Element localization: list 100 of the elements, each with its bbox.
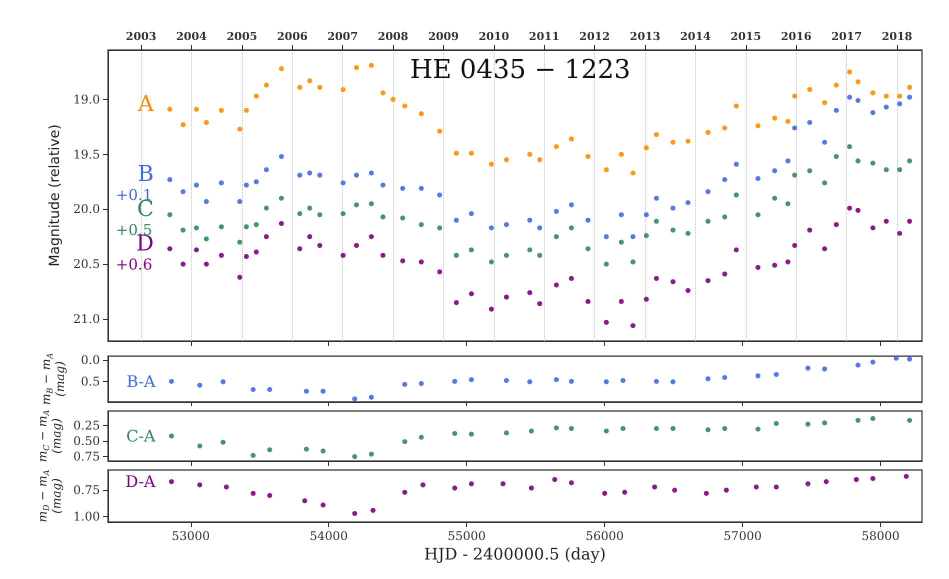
point	[254, 250, 259, 255]
point	[822, 180, 828, 186]
point	[807, 87, 812, 92]
x2-tick-label: 2011	[528, 30, 560, 43]
point	[620, 426, 626, 431]
point	[307, 234, 312, 240]
point	[897, 230, 902, 236]
point	[834, 154, 839, 160]
x2-tick-label: 2008	[378, 30, 409, 43]
point	[792, 242, 798, 248]
point	[250, 452, 256, 458]
x-tick-label: 58000	[862, 529, 900, 543]
point	[307, 78, 312, 84]
point	[504, 157, 509, 162]
point	[468, 247, 474, 252]
point	[194, 225, 199, 230]
point	[805, 366, 810, 371]
point	[488, 162, 494, 167]
point	[317, 242, 322, 248]
point	[884, 167, 889, 172]
point	[620, 378, 626, 383]
point	[870, 416, 876, 421]
point	[904, 474, 909, 479]
point	[537, 157, 542, 162]
point	[568, 426, 574, 431]
point	[468, 432, 474, 437]
point	[552, 477, 558, 482]
point	[670, 140, 676, 145]
point	[278, 221, 284, 226]
point	[855, 418, 860, 423]
point	[380, 214, 386, 220]
point	[554, 208, 559, 214]
y-tick-label: 21.0	[73, 312, 100, 326]
point	[792, 172, 798, 178]
point	[894, 356, 899, 361]
point	[278, 66, 284, 72]
point	[380, 90, 386, 96]
point	[855, 158, 860, 164]
point	[686, 288, 691, 293]
point	[755, 426, 760, 432]
point	[267, 386, 272, 392]
point	[527, 379, 532, 384]
point	[304, 388, 309, 394]
point	[706, 218, 711, 224]
point	[884, 104, 889, 110]
point	[755, 123, 760, 128]
point	[907, 418, 912, 423]
point	[180, 122, 186, 128]
point	[237, 240, 242, 245]
point	[537, 225, 542, 230]
point	[785, 158, 790, 164]
annotation: +0.6	[116, 255, 152, 274]
y-tick-label: 0.75	[73, 483, 100, 498]
x2-tick-label: 2005	[226, 30, 258, 43]
point	[585, 218, 590, 223]
point	[630, 170, 636, 176]
point	[167, 177, 172, 182]
point	[855, 362, 860, 368]
point	[278, 154, 284, 160]
x-axis-title: HJD - 2400000.5 (day)	[424, 544, 606, 564]
point	[317, 84, 322, 90]
point	[772, 116, 778, 121]
x-tick-label: 53000	[172, 529, 210, 543]
point	[167, 212, 172, 218]
x-tick-label: 55000	[448, 529, 486, 543]
x2-tick-label: 2012	[579, 30, 610, 43]
point	[847, 94, 852, 100]
point	[734, 104, 739, 108]
point	[568, 225, 574, 230]
point	[278, 196, 284, 201]
point	[204, 120, 209, 125]
point	[504, 378, 509, 383]
point	[604, 234, 609, 240]
point	[585, 154, 590, 160]
point	[168, 434, 174, 438]
point	[855, 98, 860, 104]
point	[734, 247, 739, 252]
point	[527, 152, 532, 157]
point	[368, 452, 374, 457]
point	[644, 296, 649, 302]
x2-tick-label: 2006	[277, 30, 308, 43]
point	[884, 218, 889, 224]
point	[907, 218, 912, 224]
point	[847, 69, 852, 74]
point	[884, 94, 889, 99]
point	[706, 189, 711, 194]
point	[528, 486, 534, 491]
point	[254, 179, 259, 184]
point	[204, 262, 209, 267]
x-tick-label: 54000	[310, 529, 348, 543]
point	[354, 202, 359, 208]
point	[722, 426, 728, 431]
point	[197, 482, 202, 488]
point	[418, 434, 424, 440]
point	[618, 298, 624, 304]
series-label: C-A	[126, 426, 156, 446]
point	[822, 140, 828, 145]
point	[368, 62, 374, 68]
point	[218, 108, 224, 113]
point	[528, 428, 534, 434]
